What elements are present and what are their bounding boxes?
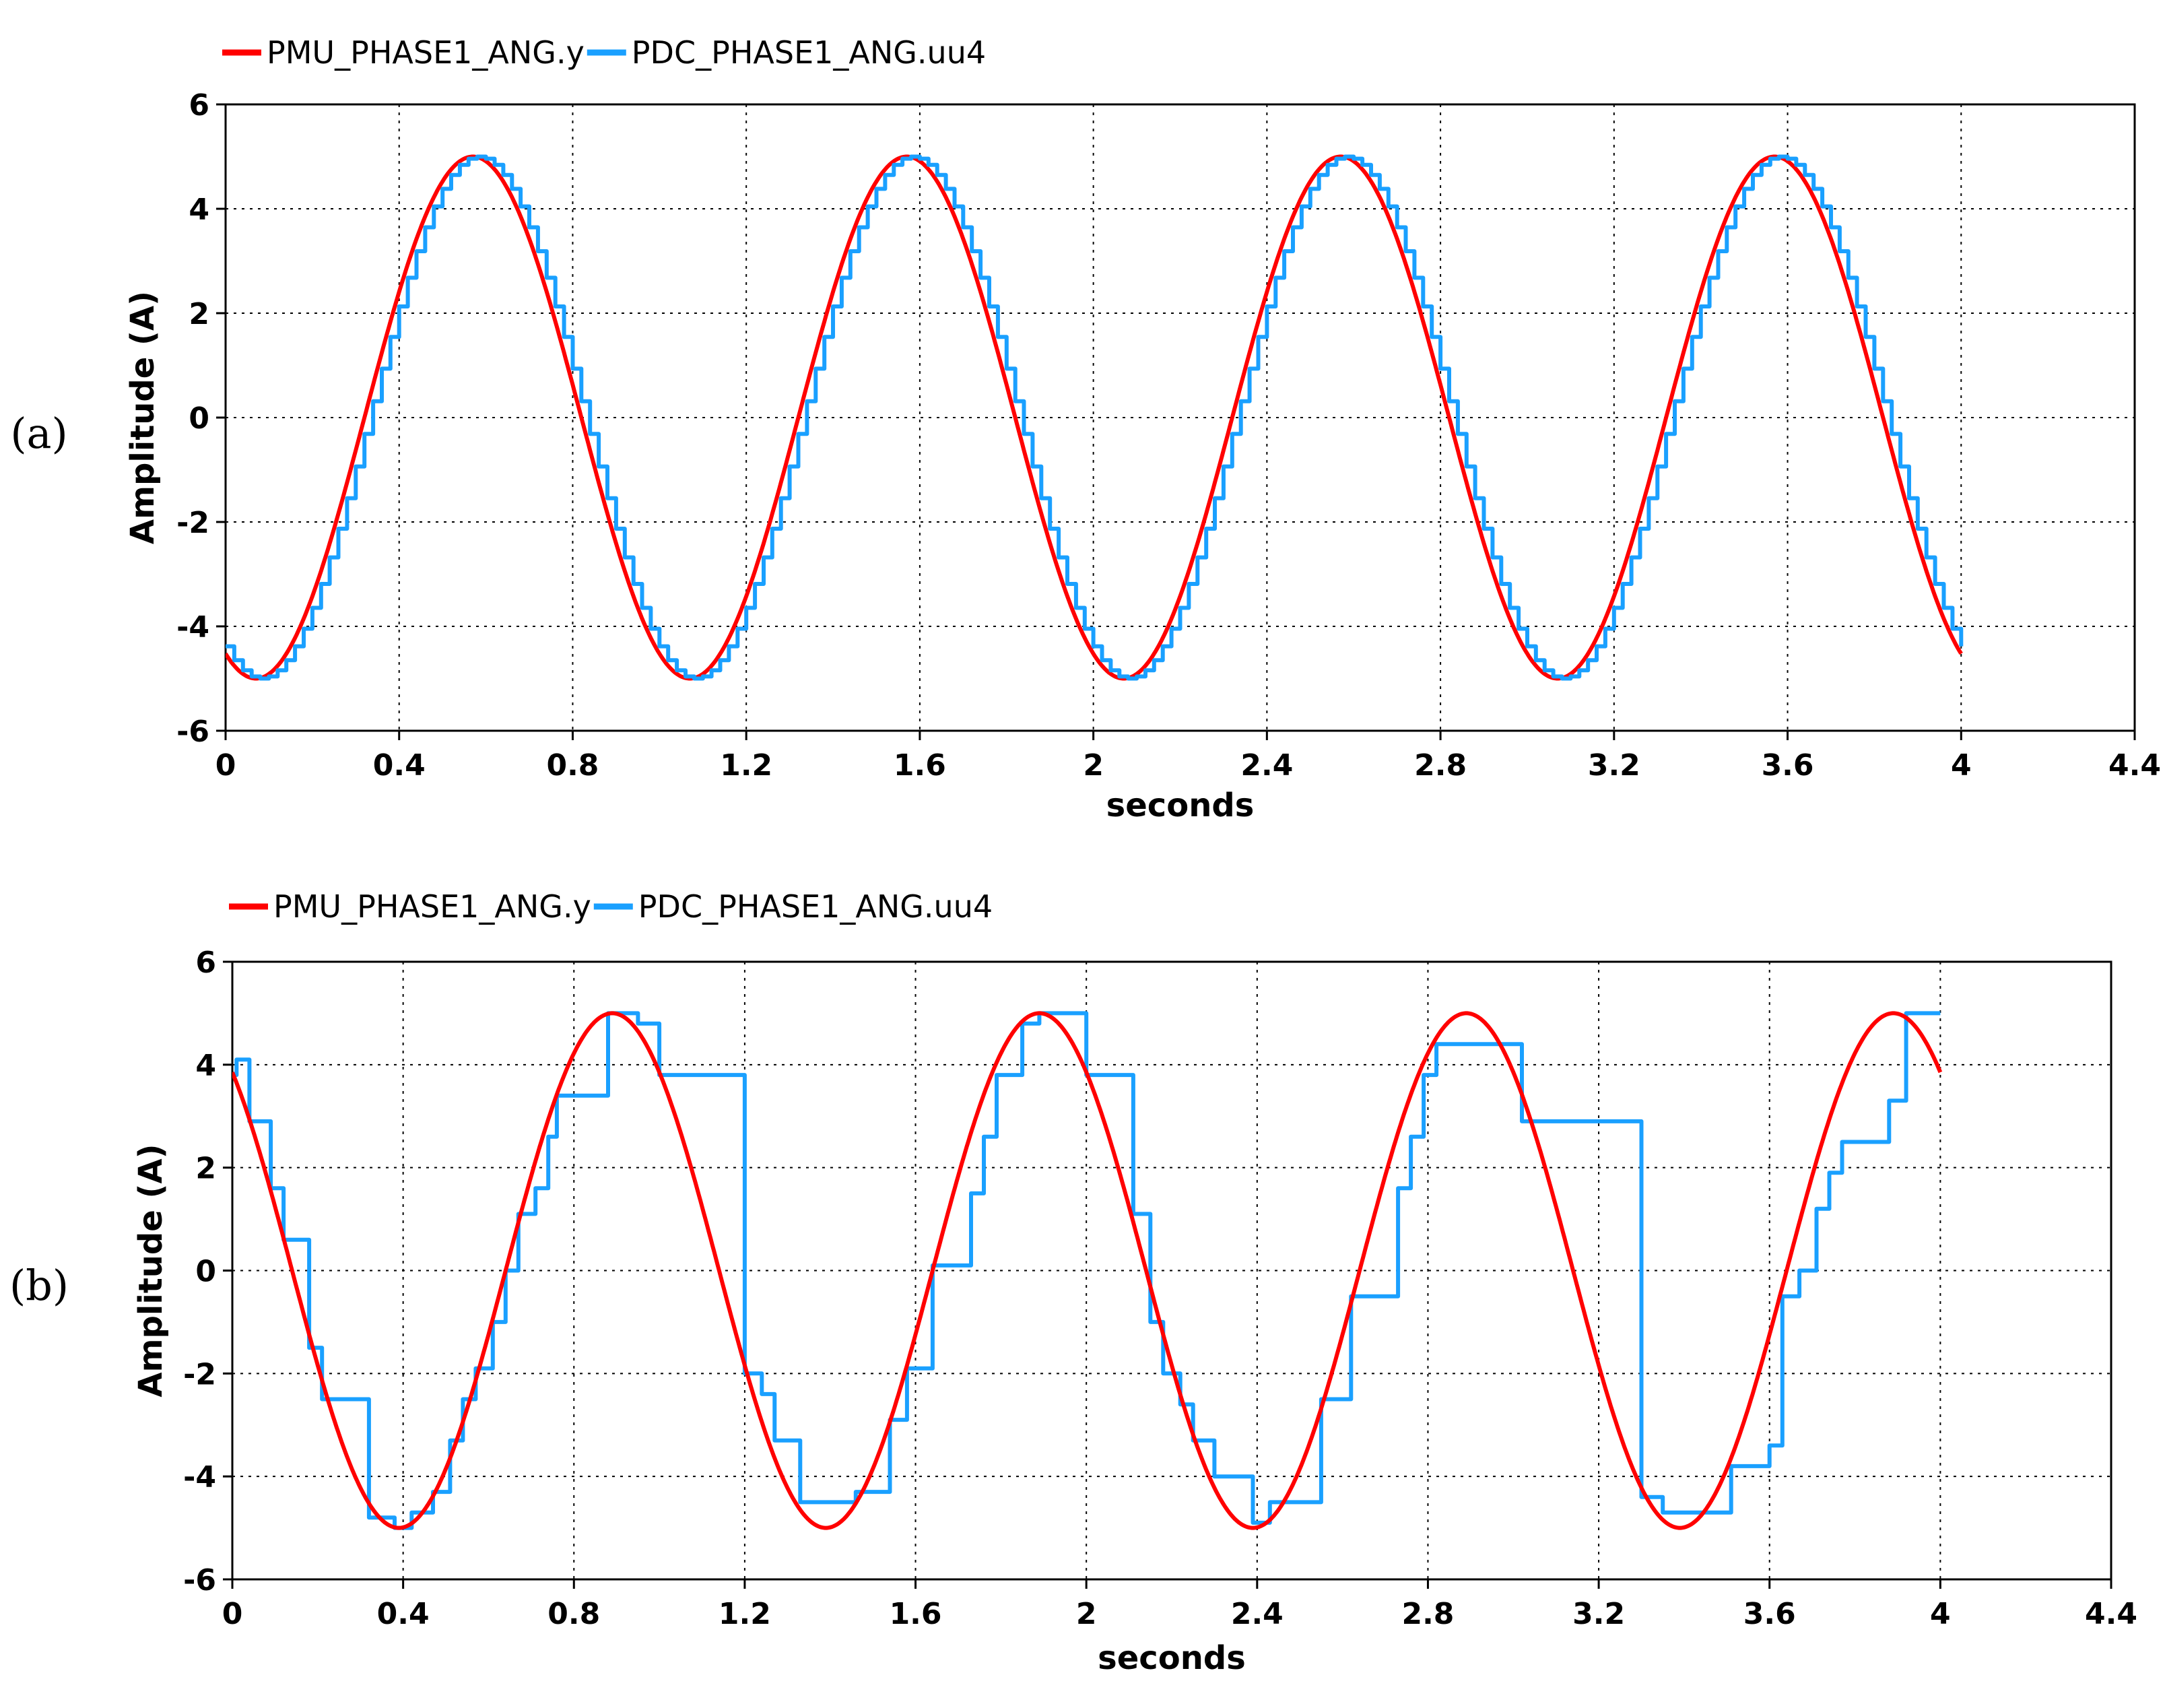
y-axis-label: Amplitude (A) xyxy=(124,291,162,544)
x-tick-label: 2.8 xyxy=(1401,1597,1454,1631)
x-tick-label: 0.8 xyxy=(546,748,599,783)
x-axis-label: seconds xyxy=(1106,787,1255,824)
x-tick-label: 2.8 xyxy=(1414,748,1467,783)
legend-label: PMU_PHASE1_ANG.y xyxy=(267,34,585,71)
x-tick-label: 2 xyxy=(1083,748,1104,783)
y-tick-label: 0 xyxy=(189,401,209,436)
x-tick-label: 0 xyxy=(222,1597,243,1631)
y-tick-label: -2 xyxy=(183,1357,216,1391)
legend-label: PDC_PHASE1_ANG.uu4 xyxy=(632,34,986,71)
y-tick-label: 2 xyxy=(195,1152,216,1186)
x-tick-label: 0.4 xyxy=(377,1597,430,1631)
x-axis-label: seconds xyxy=(1098,1639,1246,1677)
x-tick-label: 1.6 xyxy=(894,748,946,783)
panel-label: (a) xyxy=(10,409,67,458)
x-tick-label: 4 xyxy=(1930,1597,1951,1631)
y-tick-label: -4 xyxy=(183,1460,216,1494)
y-tick-label: -6 xyxy=(176,715,209,749)
x-tick-label: 4 xyxy=(1951,748,1972,783)
x-tick-label: 3.6 xyxy=(1743,1597,1796,1631)
x-tick-label: 3.2 xyxy=(1572,1597,1625,1631)
x-tick-label: 0.4 xyxy=(373,748,426,783)
chart-panel-a: 0 0.4 0.8 1.2 1.6 2 2.4 2.8 3.2 3.6 4 4.4 -6 -4 -2 0 2 4 6… xyxy=(10,34,2161,824)
y-tick-label: -4 xyxy=(176,610,209,645)
x-tick-label: 2.4 xyxy=(1231,1597,1284,1631)
x-tick-label: 2.4 xyxy=(1240,748,1293,783)
legend-label: PDC_PHASE1_ANG.uu4 xyxy=(638,888,993,925)
x-tick-label: 4.4 xyxy=(2108,748,2161,783)
series-line-pdc xyxy=(226,154,1964,681)
y-tick-label: 6 xyxy=(189,88,209,123)
y-axis-label: Amplitude (A) xyxy=(132,1144,170,1397)
x-tick-label: 1.2 xyxy=(719,1597,771,1631)
y-tick-label: -6 xyxy=(183,1563,216,1598)
x-tick-label: 0.8 xyxy=(547,1597,600,1631)
x-tick-label: 1.2 xyxy=(720,748,772,783)
y-tick-label: 0 xyxy=(195,1255,216,1289)
legend-label: PMU_PHASE1_ANG.y xyxy=(273,888,591,925)
x-tick-label: 2 xyxy=(1076,1597,1097,1631)
y-tick-label: 4 xyxy=(189,193,209,227)
y-tick-label: 4 xyxy=(195,1049,216,1083)
chart-panel-b: 0 0.4 0.8 1.2 1.6 2 2.4 2.8 3.2 3.6 4 4.4 -6 -4 -2 0 2 4 6… xyxy=(9,888,2137,1677)
y-tick-label: 2 xyxy=(189,297,209,331)
x-tick-label: 4.4 xyxy=(2085,1597,2137,1631)
series-line-pmu xyxy=(232,1011,1943,1530)
x-tick-label: 3.2 xyxy=(1588,748,1640,783)
series-line-pmu xyxy=(226,154,1963,681)
y-tick-label: -2 xyxy=(176,506,209,540)
x-tick-label: 3.6 xyxy=(1762,748,1814,783)
y-tick-label: 6 xyxy=(195,946,216,980)
panel-label: (b) xyxy=(9,1261,69,1310)
x-tick-label: 0 xyxy=(215,748,236,783)
x-tick-label: 1.6 xyxy=(890,1597,942,1631)
